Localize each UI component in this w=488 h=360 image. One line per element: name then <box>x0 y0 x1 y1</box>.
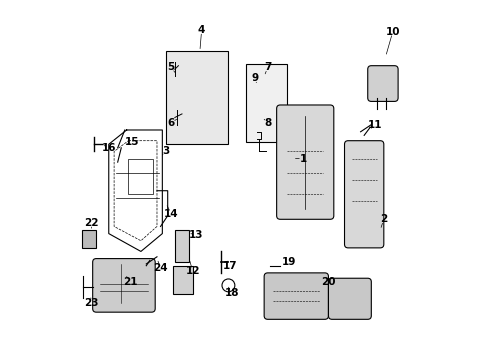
Text: 18: 18 <box>224 288 239 297</box>
Text: 4: 4 <box>198 25 205 35</box>
Text: 12: 12 <box>185 266 200 276</box>
Text: 19: 19 <box>282 257 296 267</box>
FancyBboxPatch shape <box>264 273 328 319</box>
Text: 7: 7 <box>264 63 271 72</box>
Bar <box>173 266 192 294</box>
Text: 16: 16 <box>102 143 116 153</box>
FancyBboxPatch shape <box>344 141 383 248</box>
Text: 1: 1 <box>299 154 306 163</box>
Bar <box>246 64 287 143</box>
Text: 24: 24 <box>153 262 167 273</box>
FancyBboxPatch shape <box>93 258 155 312</box>
FancyBboxPatch shape <box>276 105 333 219</box>
Text: 11: 11 <box>367 120 381 130</box>
Text: 13: 13 <box>189 230 203 240</box>
Bar <box>82 230 96 248</box>
Text: 10: 10 <box>385 27 399 37</box>
Bar <box>165 51 228 144</box>
Text: 9: 9 <box>251 73 258 83</box>
FancyBboxPatch shape <box>328 278 370 319</box>
Text: 23: 23 <box>83 298 98 308</box>
Bar <box>128 158 153 194</box>
Bar <box>175 230 189 262</box>
Text: 3: 3 <box>162 147 169 157</box>
Text: 2: 2 <box>379 214 386 224</box>
Text: 20: 20 <box>321 277 335 287</box>
Text: 17: 17 <box>223 261 237 271</box>
Text: 6: 6 <box>167 118 175 128</box>
Text: 15: 15 <box>124 138 139 148</box>
Text: 21: 21 <box>122 277 137 287</box>
FancyBboxPatch shape <box>367 66 397 102</box>
Text: 14: 14 <box>163 209 178 219</box>
Text: 5: 5 <box>167 63 175 72</box>
Text: 8: 8 <box>264 118 271 128</box>
Text: 22: 22 <box>83 218 98 228</box>
